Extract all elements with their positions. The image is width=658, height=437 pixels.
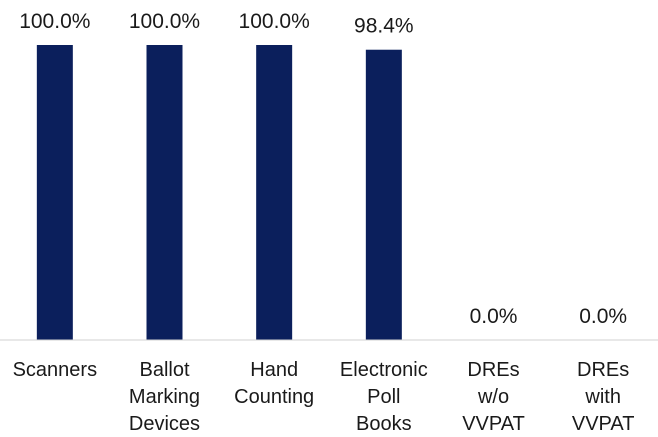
category-label-5-line-0: DREs bbox=[577, 359, 629, 381]
category-label-4-line-2: VVPAT bbox=[462, 413, 525, 435]
category-label-0: Scanners bbox=[13, 359, 98, 381]
category-label-5: DREs with VVPAT bbox=[572, 359, 635, 435]
data-label-5: 0.0% bbox=[579, 305, 627, 328]
category-label-5-line-1: with bbox=[584, 386, 621, 408]
category-label-1-line-1: Marking bbox=[129, 386, 200, 408]
data-label-3: 98.4% bbox=[354, 15, 414, 38]
category-label-3-line-0: Electronic bbox=[340, 359, 428, 381]
category-label-0-line-0: Scanners bbox=[13, 359, 98, 381]
category-label-1-line-2: Devices bbox=[129, 413, 200, 435]
category-label-4: DREs w/o VVPAT bbox=[462, 359, 525, 435]
category-label-2-line-0: Hand bbox=[250, 359, 298, 381]
bars-group bbox=[36, 45, 402, 340]
category-label-5-line-2: VVPAT bbox=[572, 413, 635, 435]
category-label-1-line-0: Ballot bbox=[139, 359, 189, 381]
category-label-4-line-1: w/o bbox=[477, 386, 509, 408]
bar-2 bbox=[256, 45, 293, 340]
data-labels-group: 100.0% 100.0% 100.0% 98.4% 0.0% 0.0% bbox=[19, 10, 627, 328]
category-label-3-line-1: Poll bbox=[367, 386, 400, 408]
bar-1 bbox=[146, 45, 183, 340]
data-label-0: 100.0% bbox=[19, 10, 90, 33]
category-label-3: Electronic Poll Books bbox=[340, 359, 428, 435]
category-label-2: Hand Counting bbox=[234, 359, 314, 408]
data-label-4: 0.0% bbox=[470, 305, 518, 328]
category-label-1: Ballot Marking Devices bbox=[129, 359, 200, 435]
bar-3 bbox=[365, 49, 402, 340]
category-label-2-line-1: Counting bbox=[234, 386, 314, 408]
category-label-3-line-2: Books bbox=[356, 413, 412, 435]
category-labels-group: Scanners Ballot Marking Devices Hand Counting… bbox=[13, 359, 635, 435]
category-label-4-line-0: DREs bbox=[467, 359, 519, 381]
data-label-1: 100.0% bbox=[129, 10, 200, 33]
data-label-2: 100.0% bbox=[239, 10, 310, 33]
bar-0 bbox=[36, 45, 73, 340]
